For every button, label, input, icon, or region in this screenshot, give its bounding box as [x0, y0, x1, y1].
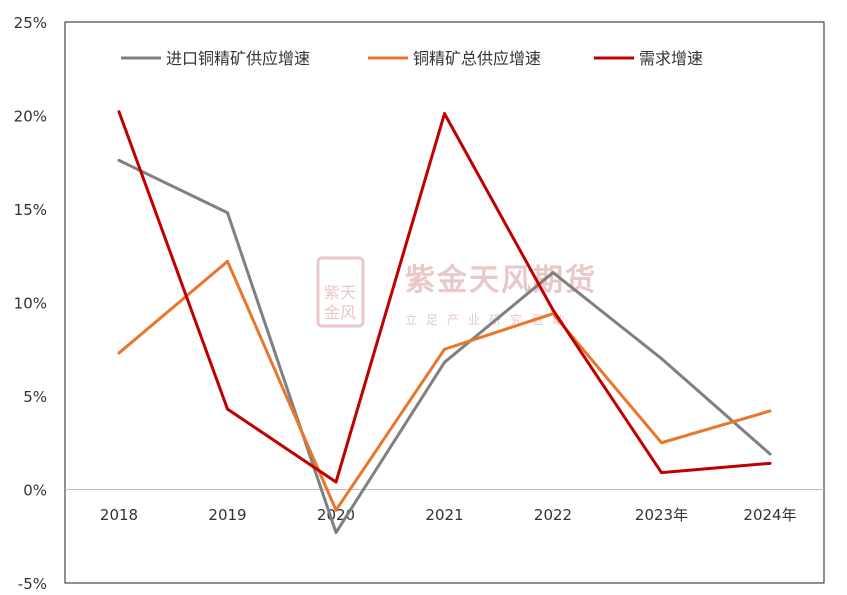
x-tick-label: 2019 — [208, 506, 246, 524]
series-lines — [117, 110, 772, 535]
y-tick-label: 15% — [14, 201, 47, 219]
data-point — [660, 441, 663, 445]
data-point — [551, 271, 555, 275]
data-point — [334, 480, 338, 484]
data-point — [660, 357, 663, 361]
y-tick-label: 5% — [23, 388, 47, 406]
y-tick-label: 20% — [14, 108, 47, 126]
x-tick-label: 2023年 — [635, 506, 688, 524]
x-tick-label: 2021 — [425, 506, 463, 524]
y-tick-label: -5% — [18, 575, 47, 593]
legend: 进口铜精矿供应增速 铜精矿总供应增速 需求增速 — [121, 49, 703, 68]
data-point — [226, 407, 229, 411]
x-tick-label: 2024年 — [743, 506, 796, 524]
y-tick-label: 25% — [14, 14, 47, 32]
data-point — [226, 211, 229, 215]
watermark-seal-text-2: 金风 — [324, 303, 356, 322]
data-point — [334, 531, 338, 535]
data-point — [443, 347, 446, 351]
legend-label: 需求增速 — [639, 49, 703, 68]
legend-label: 铜精矿总供应增速 — [413, 49, 541, 68]
data-point — [334, 508, 338, 512]
watermark-seal — [316, 256, 365, 328]
data-point — [443, 112, 446, 116]
data-point — [117, 110, 121, 114]
data-point — [768, 461, 772, 465]
data-point — [443, 360, 446, 364]
data-point — [117, 158, 121, 162]
watermark-name: 紫金天风期货 — [405, 263, 597, 298]
x-tick-label: 2022 — [534, 506, 572, 524]
data-point — [660, 471, 663, 475]
y-axis-ticks: 25% 20% 15% 10% 5% 0% -5% — [14, 14, 47, 593]
watermark-seal-text: 紫天 — [324, 283, 356, 302]
data-point — [117, 351, 121, 355]
x-tick-label: 2018 — [100, 506, 138, 524]
y-tick-label: 0% — [23, 482, 47, 500]
x-axis-ticks: 2018 2019 2020 2021 2022 2023年 2024年 — [100, 506, 797, 524]
data-point — [551, 308, 555, 312]
data-point — [768, 409, 772, 413]
legend-label: 进口铜精矿供应增速 — [166, 49, 310, 68]
y-tick-label: 10% — [14, 295, 47, 313]
data-point — [226, 259, 229, 263]
data-point — [768, 452, 772, 456]
